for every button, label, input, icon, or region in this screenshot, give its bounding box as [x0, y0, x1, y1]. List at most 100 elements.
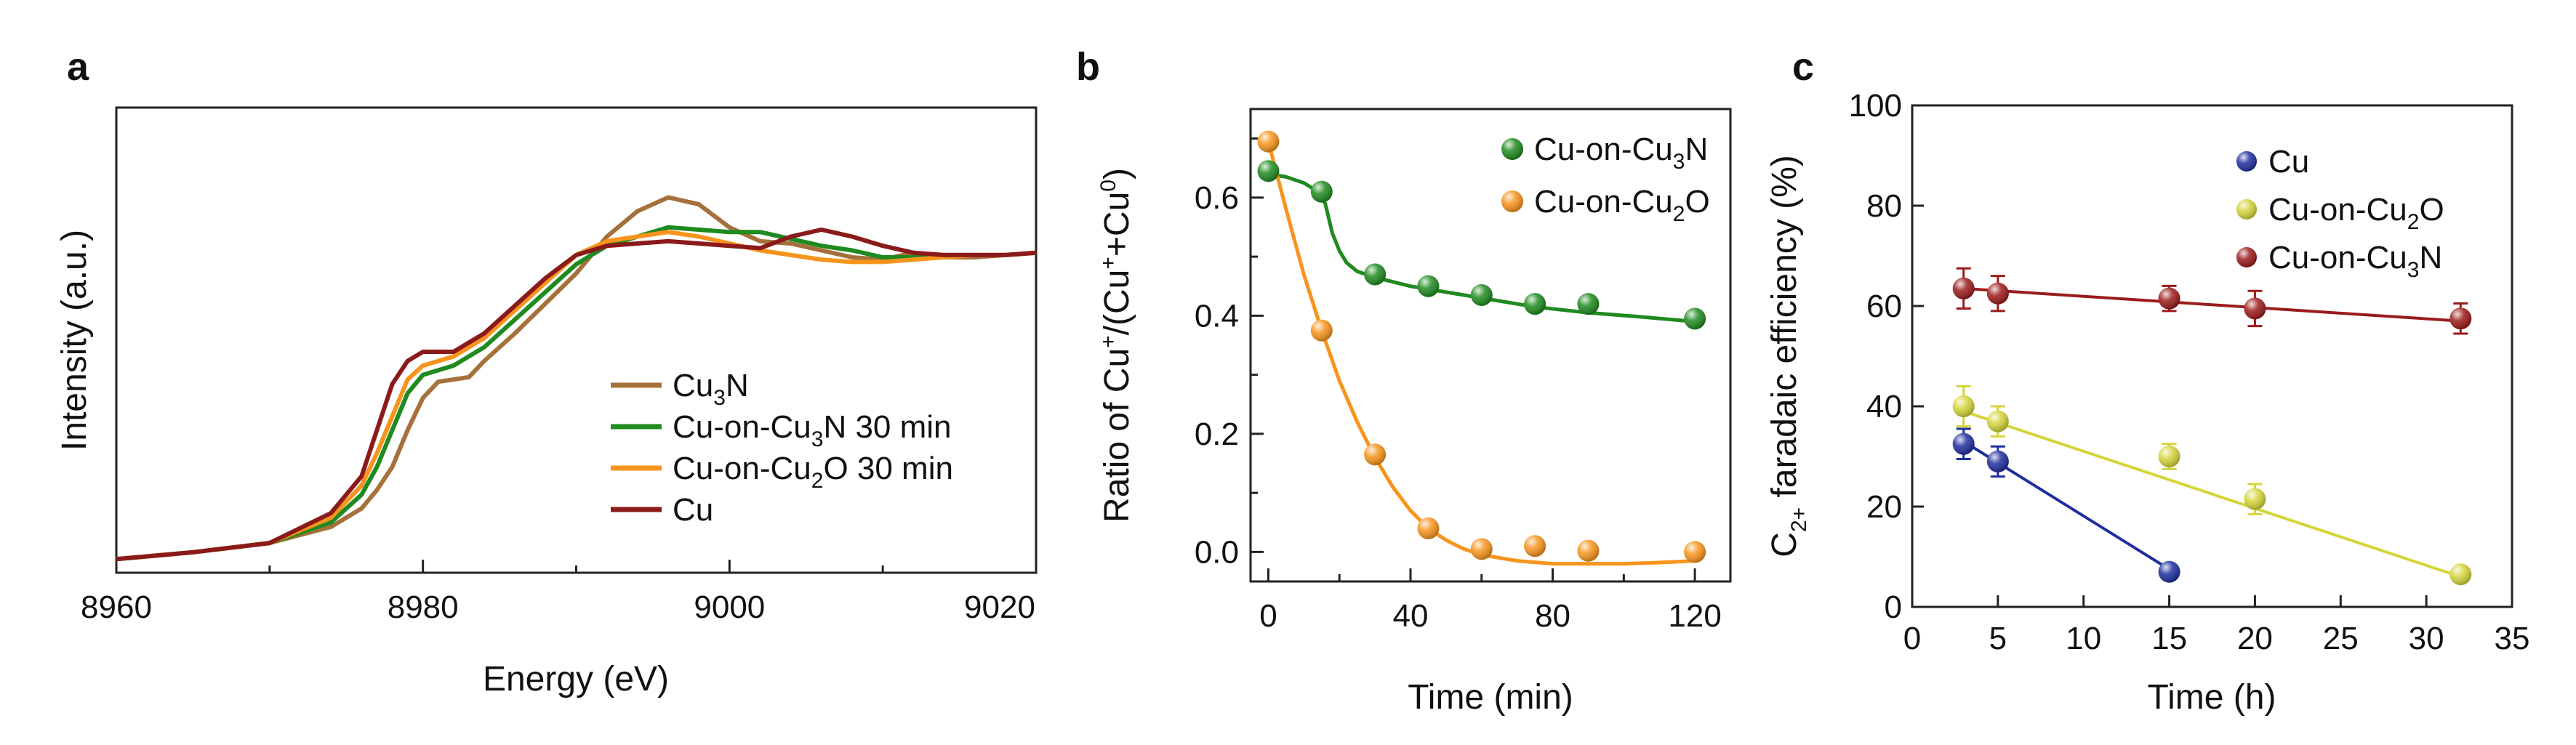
panel-a-x-tick-label: 9000 [694, 589, 765, 625]
panel-b-data-point [1577, 293, 1600, 315]
panel-b-points [1257, 130, 1706, 563]
panel-b-data-point [1684, 541, 1706, 563]
panel-a-frame [115, 106, 1038, 574]
panel-c-x-tick-label: 0 [1903, 621, 1921, 656]
panel-c-data-point [1952, 395, 1975, 417]
panel-c-fit-lines [1962, 286, 2461, 579]
panel-b-data-point [1524, 535, 1546, 557]
panel-b-data-point [1257, 130, 1280, 153]
panel-c-legend-label: Cu [2268, 144, 2309, 180]
panel-c-data-point [1952, 432, 1975, 455]
panel-b-data-point [1417, 517, 1440, 539]
panel-c-legend-marker [2236, 247, 2257, 267]
panel-a-x-tick-label: 8960 [81, 589, 152, 625]
panel-b-data-point [1364, 263, 1387, 286]
panel-c-data-point [2244, 488, 2266, 510]
panel-b-data-point [1364, 443, 1387, 466]
panel-a-series-line [116, 230, 1037, 562]
panel-a-y-axis-label: Intensity (a.u.) [55, 230, 94, 451]
panel-b-legend: Cu-on-Cu3N Cu-on-Cu2O [1501, 132, 1710, 226]
panel-b-data-point [1417, 275, 1440, 297]
panel-b-x-axis-label: Time (min) [1408, 678, 1573, 717]
panel-c-y-tick-label: 0 [1885, 589, 1902, 625]
panel-c-x-tick-label: 15 [2151, 621, 2187, 656]
panel-c-frame [1911, 104, 2513, 608]
panel-c-legend-marker [2236, 199, 2257, 220]
panel-c-data-point [2158, 287, 2180, 310]
panel-c-y-tick-label: 40 [1866, 389, 1902, 424]
panel-c-label: c [1792, 45, 1814, 89]
panel-c-legend-label: Cu-on-Cu3N [2268, 240, 2442, 282]
panel-c-x-tick-label: 35 [2495, 621, 2530, 656]
panel-b-legend-label: Cu-on-Cu2O [1534, 184, 1710, 226]
panel-b-frame [1249, 108, 1732, 583]
panel-b-data-point [1310, 180, 1333, 203]
panel-c-data-point [1986, 410, 2009, 432]
panel-c-legend-marker [2236, 151, 2257, 172]
panel-c-data-point [1986, 282, 2009, 305]
panel-c-x-tick-label: 25 [2323, 621, 2359, 656]
panel-c-data-point [2158, 446, 2180, 467]
panel-c-y-tick-label: 20 [1866, 489, 1902, 525]
panel-c-data-point [1952, 277, 1975, 299]
panel-b-data-point [1257, 160, 1280, 182]
panel-a-series-line [116, 225, 1037, 562]
panel-a-legend-label: Cu3N [673, 368, 749, 410]
panel-b-data-point [1310, 319, 1333, 342]
panel-c-legend-label: Cu-on-Cu2O [2268, 192, 2444, 234]
panel-c-data-point [2449, 563, 2472, 586]
panel-c-x-tick-label: 20 [2237, 621, 2273, 656]
panel-c-y-tick-label: 80 [1866, 188, 1902, 224]
panel-c-data-point [2244, 297, 2266, 320]
panel-c-points [1952, 277, 2472, 586]
panel-c-fit-line [1963, 410, 2461, 579]
panel-b-y-tick-label: 0.0 [1195, 534, 1239, 570]
panel-c-data-point [2449, 307, 2472, 330]
panel-a-x-tick-label: 8980 [388, 589, 459, 625]
panel-c-y-axis-label: C2+ faradaic efficiency (%) [1765, 155, 1811, 557]
panel-c-ticks: 0 5 10 15 20 25 30 35 0 20 40 60 80 100 [1849, 88, 2530, 656]
panel-a-series-line [116, 227, 1037, 562]
panel-b-legend-marker [1501, 190, 1523, 212]
panel-b-y-tick-label: 0.6 [1195, 180, 1239, 216]
panel-b-data-point [1577, 539, 1600, 562]
panel-a-x-tick-label: 9020 [964, 589, 1035, 625]
panel-b-chart: b 0 40 80 120 0.0 0.2 0.4 0.6 Time (min) Ratio … [1076, 45, 1732, 717]
panel-c-chart: c 0 5 10 15 20 25 30 35 0 20 40 60 80 100 Time (h) C2… [1765, 45, 2529, 717]
panel-b-legend-label: Cu-on-Cu3N [1534, 132, 1708, 174]
panel-a-legend-label: Cu-on-Cu2O 30 min [673, 451, 953, 493]
panel-a-legend-label: Cu [673, 492, 713, 528]
panel-c-x-axis-label: Time (h) [2148, 678, 2276, 717]
panel-b-data-point [1524, 293, 1546, 315]
panel-a-lines [116, 195, 1037, 562]
panel-c-x-tick-label: 30 [2409, 621, 2444, 656]
panel-c-fit-line [1963, 286, 2461, 323]
panel-b-data-point [1470, 538, 1493, 560]
panel-b-y-axis-label: Ratio of Cu+/(Cu++Cu0) [1096, 168, 1136, 523]
panel-b-legend-marker [1501, 138, 1523, 160]
panel-c-data-point [1986, 450, 2009, 472]
panel-b-x-tick-label: 40 [1393, 598, 1429, 634]
panel-b-data-point [1684, 307, 1706, 330]
panel-c-x-tick-label: 5 [1989, 621, 2007, 656]
panel-c-legend: Cu Cu-on-Cu2O Cu-on-Cu3N [2236, 144, 2444, 282]
panel-b-x-tick-label: 0 [1259, 598, 1277, 634]
panel-a-legend-label: Cu-on-Cu3N 30 min [673, 409, 952, 451]
panel-a-x-ticks: 8960 8980 9000 9020 [81, 560, 1038, 625]
panel-c-y-tick-label: 100 [1849, 88, 1902, 124]
panel-a-chart: a 8960 8980 9000 9020 Energy (eV) Intensity… [55, 45, 1038, 698]
panel-c-y-tick-label: 60 [1866, 289, 1902, 324]
panel-b-ticks: 0 40 80 120 0.0 0.2 0.4 0.6 [1195, 137, 1722, 634]
panel-a-x-axis-label: Energy (eV) [483, 660, 669, 698]
panel-a-series-line [116, 195, 1037, 562]
panel-c-data-point [2158, 560, 2180, 583]
panel-b-x-tick-label: 80 [1535, 598, 1570, 634]
panel-c-x-tick-label: 10 [2066, 621, 2101, 656]
panel-b-x-tick-label: 120 [1668, 598, 1721, 634]
panel-b-y-tick-label: 0.4 [1195, 298, 1239, 334]
panel-b-data-point [1470, 283, 1493, 306]
panel-a-label: a [67, 45, 89, 89]
panel-b-y-tick-label: 0.2 [1195, 416, 1239, 452]
